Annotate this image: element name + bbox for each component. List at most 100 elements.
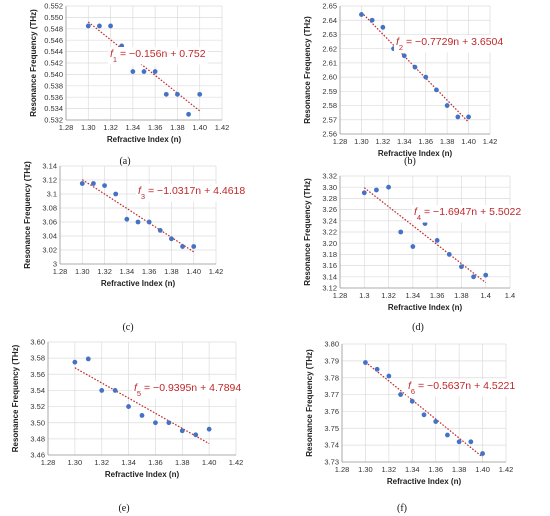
x-tick-label: 1.42: [215, 123, 230, 132]
x-tick-label: 1.28: [335, 465, 350, 474]
x-tick-label: 1.34: [126, 123, 141, 132]
equation-text: f3 = −1.0317n + 4.4618: [138, 185, 245, 201]
y-tick-label: 3.75: [324, 424, 339, 433]
x-tick-label: 1.36: [148, 123, 163, 132]
y-tick-label: 3.12: [42, 176, 57, 185]
data-point: [421, 412, 427, 418]
equation-background: [108, 47, 208, 65]
data-point: [409, 398, 415, 404]
x-tick-label: 1.40: [475, 465, 490, 474]
trendline-equation: f5 = −0.9395n + 4.7894: [132, 381, 244, 399]
data-point: [423, 74, 429, 80]
y-tick-label: 3.14: [322, 272, 337, 281]
y-tick-label: 3.08: [42, 204, 57, 213]
data-point: [374, 187, 379, 193]
data-point: [466, 114, 471, 120]
x-tick-label: 1.32: [97, 267, 112, 276]
data-point: [135, 219, 141, 225]
y-axis-title: Resonance Frequency (THz): [23, 161, 32, 269]
x-tick-label: 1.4: [480, 291, 490, 300]
x-tick-label: 1.32: [382, 465, 397, 474]
data-point: [112, 388, 118, 393]
y-tick-label: 2.56: [322, 130, 337, 139]
trendline-equation: f3 = −1.0317n + 4.4618: [136, 184, 248, 202]
equation-background: [406, 379, 518, 397]
data-point: [444, 103, 450, 108]
equation-background: [394, 35, 506, 53]
y-tick-label: 3.60: [30, 338, 45, 347]
data-point: [153, 420, 158, 426]
panel-label: (f): [397, 503, 407, 514]
data-point: [471, 274, 476, 280]
data-point: [401, 53, 407, 59]
x-tick-label: 1.28: [333, 137, 348, 146]
data-point: [108, 23, 113, 29]
data-point: [456, 439, 462, 445]
y-tick-label: 3.32: [322, 172, 337, 181]
y-axis-title: Resonance Frequency (THz): [11, 344, 20, 452]
y-tick-label: 2.63: [322, 30, 337, 39]
y-tick-label: 2.64: [322, 16, 337, 25]
data-point: [146, 219, 152, 225]
y-tick-label: 3.54: [30, 386, 45, 395]
data-point: [179, 428, 185, 434]
data-point: [369, 17, 375, 23]
equation-background: [132, 381, 244, 399]
y-tick-label: 3.02: [42, 246, 57, 255]
x-tick-label: 1.28: [41, 458, 56, 467]
trendline-equation: f4 = −1.6947n + 5.5022: [412, 205, 524, 223]
y-tick-label: 3.14: [42, 162, 57, 171]
x-tick-label: 1.34: [405, 465, 420, 474]
data-point: [113, 191, 119, 197]
y-tick-label: 3.12: [322, 284, 337, 293]
data-point: [386, 373, 392, 379]
x-tick-label: 1.30: [68, 458, 83, 467]
y-axis-title: Resonance Frequency (THz): [29, 9, 38, 117]
x-tick-label: 1.38: [454, 291, 469, 300]
y-tick-label: 3.79: [324, 356, 339, 365]
x-tick-label: 1.36: [142, 267, 157, 276]
data-point: [72, 359, 78, 365]
data-point: [169, 236, 174, 242]
chart-panel-4: 3.12 3.14 3.16 3.18 3.20 3.22 3.24 3.26 3.28 3.30…: [303, 172, 524, 333]
x-tick-label: 1.32: [103, 123, 118, 132]
y-axis-title: Resonance Frequency (THz): [303, 178, 312, 286]
data-point: [79, 181, 85, 186]
x-axis-title: Refractive Index (n): [378, 149, 453, 158]
x-tick-label: 1.42: [229, 458, 244, 467]
data-point: [139, 413, 145, 418]
y-tick-label: 3.56: [30, 370, 45, 379]
y-tick-label: 3.06: [42, 218, 57, 227]
data-point: [186, 111, 191, 117]
y-tick-label: 0.544: [44, 47, 63, 56]
data-point: [361, 190, 367, 196]
data-point: [386, 184, 391, 190]
equation-background: [412, 205, 524, 223]
equation-text: f6 = −0.5637n + 4.5221: [408, 380, 515, 396]
y-tick-label: 3: [53, 260, 57, 269]
data-point: [480, 451, 485, 456]
y-tick-label: 3.20: [322, 239, 337, 248]
x-tick-label: 1.28: [53, 267, 68, 276]
y-tick-label: 3.18: [322, 250, 337, 259]
x-tick-label: 1.40: [461, 137, 476, 146]
data-point: [410, 244, 416, 249]
y-tick-label: 3.46: [30, 451, 45, 460]
x-tick-label: 1.38: [175, 458, 190, 467]
y-tick-label: 0.542: [44, 59, 63, 68]
panel-label: (b): [404, 156, 416, 167]
x-tick-label: 1.36: [430, 291, 445, 300]
data-point: [193, 432, 199, 438]
y-tick-label: 2.57: [322, 115, 337, 124]
y-tick-label: 3.22: [322, 228, 337, 237]
x-tick-label: 1.30: [75, 267, 90, 276]
data-point: [374, 366, 380, 372]
data-point: [99, 388, 105, 393]
data-point: [455, 114, 461, 120]
data-point: [97, 23, 102, 29]
data-point: [433, 419, 439, 424]
y-tick-label: 2.61: [322, 58, 337, 67]
data-point: [85, 23, 91, 29]
data-point: [206, 426, 212, 432]
chart-panel-6: 3.73 3.74 3.75 3.76 3.77 3.78 3.79 3.80 1.28 1.30…: [305, 340, 518, 514]
